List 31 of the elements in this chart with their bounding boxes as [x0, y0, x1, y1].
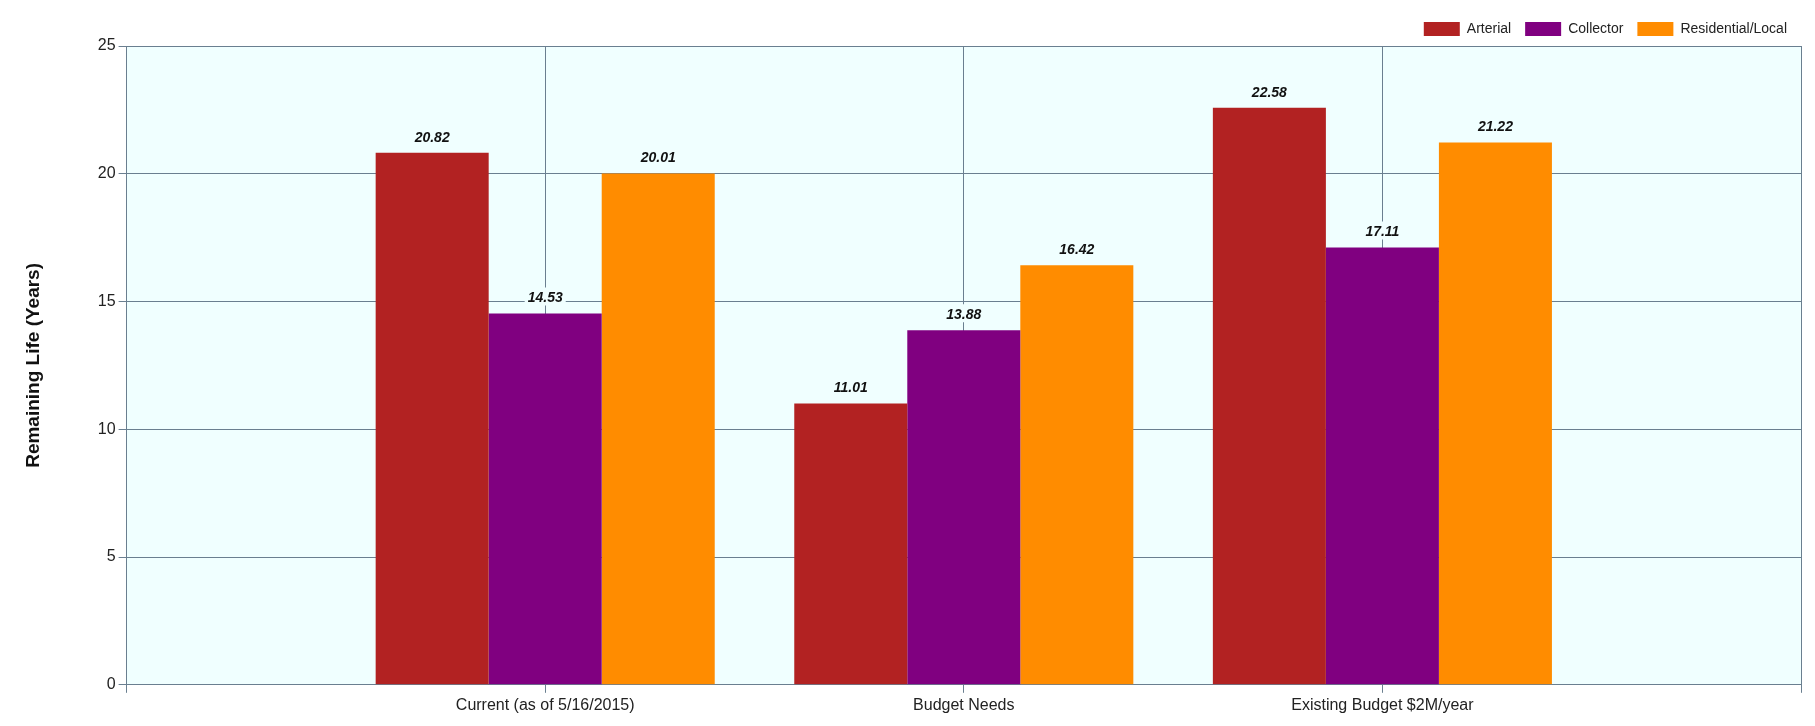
- data-label: 22.58: [1250, 83, 1288, 100]
- data-label: 20.82: [413, 128, 450, 145]
- y-tick-label: 15: [97, 291, 116, 309]
- y-tick-label: 20: [97, 164, 116, 182]
- y-tick-label: 0: [106, 675, 116, 693]
- data-label: 11.01: [833, 379, 868, 396]
- bar: [1020, 265, 1134, 685]
- bar: [488, 313, 602, 685]
- bar: [375, 152, 489, 685]
- bar: [1212, 107, 1326, 685]
- y-axis-title: Remaining Life (Years): [21, 262, 43, 468]
- bar: [1438, 142, 1552, 685]
- x-tick-label: Budget Needs: [913, 695, 1015, 713]
- bar: [601, 173, 715, 685]
- data-label: 16.42: [1059, 241, 1095, 258]
- bar: [907, 330, 1021, 685]
- legend-label: Arterial: [1466, 19, 1512, 36]
- y-tick-label: 25: [97, 36, 116, 54]
- legend-label: Collector: [1568, 19, 1624, 36]
- data-label: 17.11: [1365, 223, 1400, 240]
- data-label: 20.01: [639, 149, 676, 166]
- data-label: 13.88: [946, 306, 982, 322]
- bar: [794, 403, 908, 685]
- x-tick-label: Current (as of 5/16/2015): [455, 695, 635, 713]
- bar: [1325, 247, 1439, 685]
- x-tick-label: Existing Budget $2M/year: [1291, 695, 1475, 713]
- data-label: 21.22: [1476, 118, 1514, 135]
- data-label: 14.53: [527, 289, 563, 306]
- y-tick-label: 5: [106, 547, 116, 565]
- legend-label: Residential/Local: [1680, 19, 1787, 36]
- y-tick-label: 10: [97, 419, 116, 437]
